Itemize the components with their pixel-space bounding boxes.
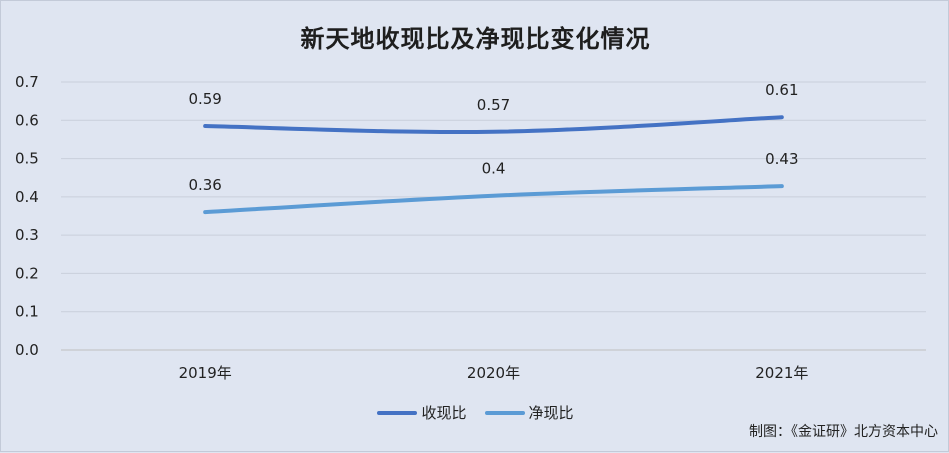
data-label: 0.57 xyxy=(477,96,510,114)
data-label: 0.61 xyxy=(765,81,798,99)
x-tick-label: 2019年 xyxy=(179,364,232,382)
y-tick-label: 0.3 xyxy=(15,226,39,244)
data-point xyxy=(493,131,494,133)
series-line-2 xyxy=(203,184,784,215)
gridlines xyxy=(61,81,926,351)
x-tick-label: 2020年 xyxy=(467,364,520,382)
y-tick-label: 0.5 xyxy=(15,150,39,168)
legend-label-series-2: 净现比 xyxy=(528,404,574,422)
data-point xyxy=(781,116,783,118)
y-tick-label: 0.2 xyxy=(15,264,39,282)
y-axis-ticks: 0.0 0.1 0.2 0.3 0.4 0.5 0.6 0.7 xyxy=(15,73,39,359)
legend-swatch-series-2 xyxy=(484,410,525,415)
y-tick-label: 0.7 xyxy=(15,73,39,91)
y-tick-label: 0.0 xyxy=(15,341,39,359)
data-point xyxy=(493,195,494,197)
series-line-1 xyxy=(203,115,784,135)
data-labels: 0.59 0.57 0.61 0.36 0.4 0.43 xyxy=(188,81,798,194)
y-tick-label: 0.1 xyxy=(15,303,39,321)
y-tick-label: 0.6 xyxy=(15,111,39,129)
data-point xyxy=(204,211,206,213)
legend-item-series-2: 净现比 xyxy=(484,402,574,423)
data-label: 0.36 xyxy=(188,176,221,194)
x-axis-ticks: 2019年 2020年 2021年 xyxy=(179,364,809,382)
chart-credit: 制图：《金证研》北方资本中心 xyxy=(749,424,938,440)
legend-swatch-series-1 xyxy=(377,410,418,415)
data-label: 0.43 xyxy=(765,150,798,168)
data-point xyxy=(204,125,206,127)
data-label: 0.59 xyxy=(188,90,221,108)
y-tick-label: 0.4 xyxy=(15,188,39,206)
legend: 收现比 净现比 xyxy=(1,402,949,423)
series-lines xyxy=(203,115,784,215)
data-label: 0.4 xyxy=(482,160,506,178)
legend-item-series-1: 收现比 xyxy=(377,402,467,423)
chart-title: 新天地收现比及净现比变化情况 xyxy=(300,25,651,53)
x-tick-label: 2021年 xyxy=(755,364,808,382)
legend-label-series-1: 收现比 xyxy=(421,404,467,422)
data-point xyxy=(781,185,783,187)
